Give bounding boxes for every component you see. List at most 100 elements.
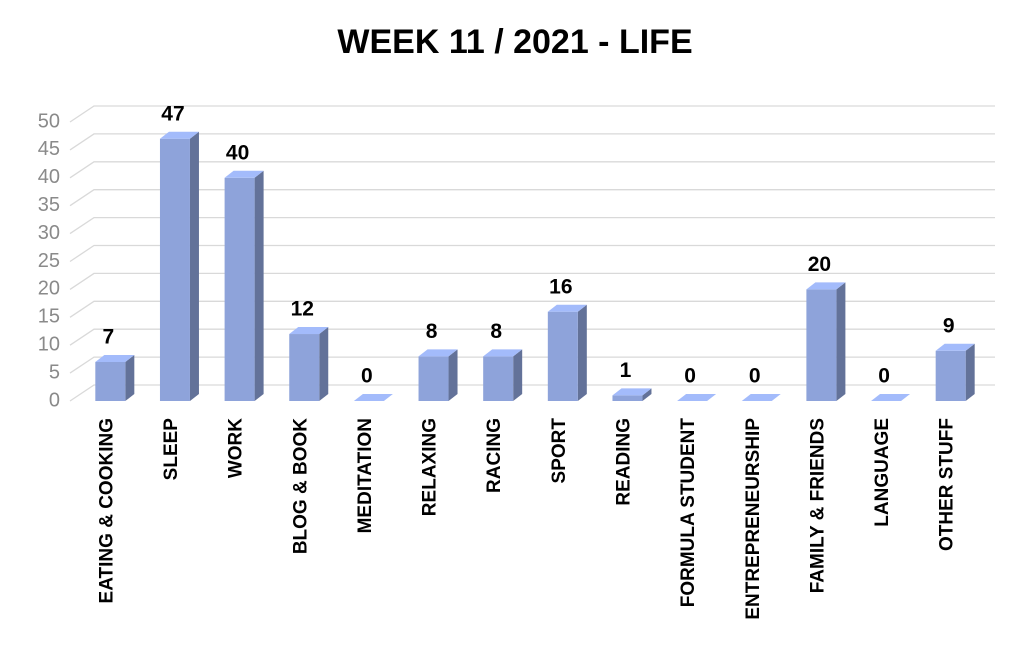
- bar-front: [935, 350, 966, 401]
- y-tick-label: 15: [38, 306, 60, 328]
- bar: [224, 170, 264, 401]
- y-tick-label: 0: [49, 389, 60, 411]
- bar-front: [806, 289, 837, 401]
- grid-line: [69, 133, 995, 151]
- grid-line: [69, 161, 995, 179]
- grid-line: [69, 356, 995, 374]
- value-label: 9: [943, 314, 955, 337]
- bar-front: [224, 177, 255, 401]
- value-label: 0: [361, 365, 373, 388]
- value-label: 16: [549, 275, 572, 298]
- value-label: 47: [161, 102, 184, 125]
- bar-side: [513, 349, 523, 401]
- chart-title: WEEK 11 / 2021 - LIFE: [337, 23, 692, 61]
- bar-top: [935, 343, 975, 351]
- bar: [612, 388, 652, 401]
- x-tick-label: BLOG & BOOK: [290, 418, 311, 554]
- bar-top: [677, 394, 717, 401]
- bar-side: [965, 343, 975, 401]
- bar-front: [289, 334, 320, 401]
- bar-side: [319, 327, 329, 401]
- bar: [935, 343, 975, 401]
- value-label: 1: [620, 359, 632, 382]
- bar-top: [353, 394, 393, 401]
- bar-front: [418, 356, 449, 401]
- grid-line: [69, 300, 995, 318]
- grid-line: [69, 105, 995, 123]
- x-tick-label: RACING: [484, 418, 505, 493]
- x-tick-label: MEDITATION: [355, 418, 376, 533]
- bar-top: [418, 349, 458, 357]
- y-tick-label: 35: [38, 194, 60, 216]
- bar-top: [159, 131, 199, 139]
- bar-top: [95, 354, 135, 362]
- value-label: 0: [749, 365, 761, 388]
- bar-front: [483, 356, 514, 401]
- bar: [483, 349, 523, 401]
- bar: [741, 394, 781, 401]
- x-tick-label: OTHER STUFF: [937, 418, 958, 551]
- value-label: 12: [291, 298, 314, 321]
- bar-side: [577, 304, 587, 401]
- bar-front: [159, 138, 190, 402]
- bar: [677, 394, 717, 401]
- grid-line: [69, 384, 995, 402]
- bar-top: [483, 349, 523, 357]
- grid-line: [69, 216, 995, 235]
- bar-side: [254, 170, 264, 401]
- bar-side: [189, 131, 199, 402]
- bar-top: [547, 304, 587, 312]
- grid-line: [69, 189, 995, 207]
- x-tick-label: EATING & COOKING: [96, 418, 117, 603]
- bar: [159, 131, 199, 402]
- y-tick-label: 10: [38, 333, 60, 355]
- value-label: 8: [490, 320, 502, 343]
- bar-top: [224, 170, 264, 178]
- y-tick-label: 30: [38, 222, 60, 244]
- bar-side: [642, 388, 652, 401]
- bar-front: [95, 361, 126, 401]
- value-label: 0: [878, 365, 890, 388]
- grid-line: [69, 244, 995, 263]
- bar-side: [448, 349, 458, 401]
- y-tick-label: 40: [38, 166, 60, 188]
- bar: [806, 282, 846, 401]
- x-tick-label: SPORT: [549, 418, 570, 484]
- value-label: 40: [226, 141, 249, 164]
- bar: [353, 394, 393, 401]
- x-tick-label: FAMILY & FRIENDS: [807, 418, 828, 593]
- grid-line: [69, 328, 995, 346]
- bar-top: [612, 388, 652, 396]
- y-tick-label: 25: [38, 250, 60, 272]
- x-tick-label: RELAXING: [420, 418, 441, 516]
- bar: [871, 394, 911, 401]
- y-tick-label: 50: [38, 110, 60, 132]
- bar-top: [871, 394, 911, 401]
- y-tick-label: 20: [38, 278, 60, 300]
- x-tick-label: ENTREPRENEURSHIP: [743, 418, 764, 620]
- bar-side: [836, 282, 846, 401]
- x-tick-label: WORK: [226, 418, 247, 478]
- bar: [95, 354, 135, 401]
- y-tick-label: 5: [49, 361, 60, 383]
- value-label: 7: [102, 325, 114, 348]
- value-label: 0: [684, 365, 696, 388]
- bar-top: [741, 394, 781, 401]
- bar-front: [612, 395, 643, 401]
- bar: [418, 349, 458, 401]
- x-tick-label: LANGUAGE: [872, 418, 893, 527]
- x-tick-label: READING: [613, 418, 634, 506]
- bar: [289, 327, 329, 401]
- x-tick-label: FORMULA STUDENT: [678, 418, 699, 608]
- x-tick-label: SLEEP: [161, 418, 182, 481]
- bar-side: [125, 354, 135, 401]
- bar-front: [547, 311, 578, 401]
- value-label: 8: [426, 320, 438, 343]
- value-label: 20: [808, 253, 831, 276]
- bar: [547, 304, 587, 401]
- grid-line: [69, 272, 995, 290]
- bar-top: [806, 282, 846, 290]
- bar-top: [289, 327, 329, 335]
- y-tick-label: 45: [38, 138, 60, 160]
